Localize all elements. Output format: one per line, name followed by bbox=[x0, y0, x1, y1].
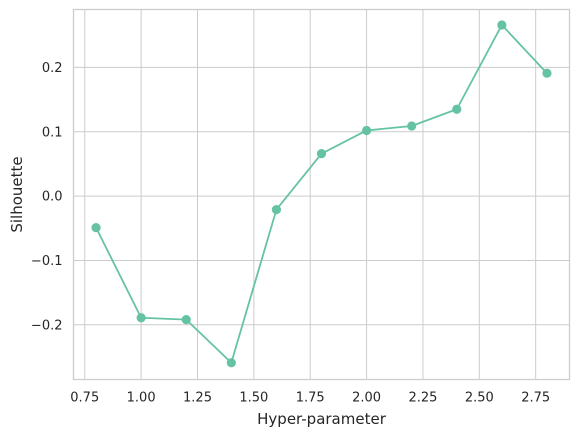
data-point bbox=[407, 121, 417, 131]
y-tick-label: 0.1 bbox=[42, 125, 63, 140]
y-tick-label: 0.2 bbox=[42, 61, 63, 76]
x-tick-label: 0.75 bbox=[70, 391, 99, 406]
data-point bbox=[542, 68, 552, 78]
data-point bbox=[361, 125, 372, 136]
y-tick-label: −0.2 bbox=[31, 318, 63, 333]
data-point bbox=[452, 104, 462, 114]
x-tick-label: 1.75 bbox=[296, 391, 325, 406]
data-point bbox=[226, 358, 236, 368]
x-tick-label: 1.00 bbox=[127, 391, 156, 406]
data-point bbox=[181, 315, 191, 325]
data-point bbox=[136, 313, 146, 323]
plot-frame bbox=[72, 8, 571, 381]
x-axis: 0.75 1.00 1.25 1.50 1.75 2.00 2.25 2.50 2.75 bbox=[70, 391, 550, 406]
data-point bbox=[91, 223, 101, 233]
x-tick-label: 1.50 bbox=[239, 391, 268, 406]
x-tick-label: 2.00 bbox=[352, 391, 381, 406]
y-tick-label: −0.1 bbox=[31, 254, 63, 269]
x-tick-label: 2.75 bbox=[521, 391, 550, 406]
grid bbox=[73, 9, 570, 380]
data-point bbox=[497, 20, 507, 30]
y-axis: −0.2 −0.1 0.0 0.1 0.2 bbox=[31, 61, 63, 333]
y-tick-label: 0.0 bbox=[42, 190, 63, 205]
series bbox=[91, 20, 552, 368]
y-axis-label: Silhouette bbox=[8, 156, 26, 232]
x-tick-label: 1.25 bbox=[183, 391, 212, 406]
data-point bbox=[271, 205, 282, 215]
x-axis-label: Hyper-parameter bbox=[257, 410, 387, 428]
x-tick-label: 2.50 bbox=[465, 391, 494, 406]
x-tick-label: 2.25 bbox=[408, 391, 437, 406]
data-point bbox=[316, 149, 327, 159]
